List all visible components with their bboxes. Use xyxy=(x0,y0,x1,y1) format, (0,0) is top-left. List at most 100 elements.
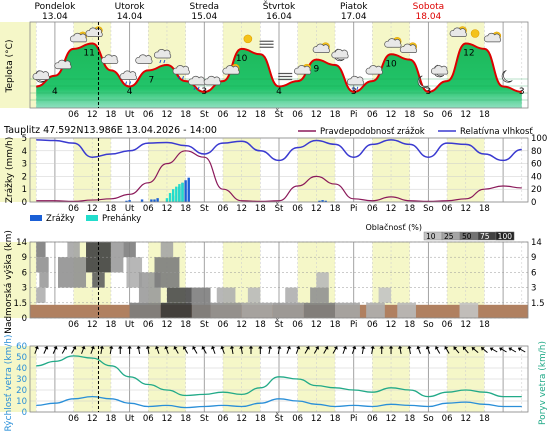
wind-x-tick: Ut xyxy=(125,414,135,424)
temp-x-tick: 18 xyxy=(255,110,266,120)
showers-legend-swatch xyxy=(86,215,98,221)
cloud-cell xyxy=(36,257,49,273)
precip-legend-bottom: Zrážky Prehánky xyxy=(30,214,141,224)
min-temp-label: 3 xyxy=(201,87,207,97)
precip-legend-swatch xyxy=(30,215,42,221)
cloud-cell xyxy=(36,287,46,303)
max-temp-label: 7 xyxy=(149,75,155,85)
showers-legend-label: Prehánky xyxy=(102,214,141,224)
precip-x-tick: 18 xyxy=(180,204,191,214)
wind-gust-axis-title: Poryv vetra (km/h) xyxy=(538,341,548,425)
precip-x-tick: St xyxy=(200,204,209,214)
day-name: Pondelok xyxy=(35,2,77,12)
wind-x-tick: 06 xyxy=(292,414,303,424)
precip-y-tick: 2 xyxy=(22,172,27,182)
cloud-cell xyxy=(67,242,80,258)
precip-bar xyxy=(150,199,153,202)
day-date: 17.04 xyxy=(341,12,367,22)
cloud-scale-label: 50 xyxy=(462,232,472,241)
wind-direction-arrow xyxy=(416,345,421,354)
wind-x-tick: 12 xyxy=(460,414,471,424)
cloud-shape xyxy=(32,70,50,80)
cloud-shape xyxy=(135,54,153,64)
arrow-head xyxy=(53,345,58,350)
precip-x-tick: 06 xyxy=(218,204,229,214)
arrow-head xyxy=(267,345,273,349)
wind-direction-arrow xyxy=(508,347,517,353)
cloud-shape xyxy=(172,65,190,75)
arrow-head xyxy=(145,345,151,349)
sun-cloud-icon xyxy=(399,42,418,53)
wind-frame xyxy=(29,345,529,413)
cloud-shape xyxy=(188,75,206,86)
arrow-head xyxy=(201,346,206,350)
humidity-y-tick: 60 xyxy=(531,160,542,170)
precip-x-tick: 12 xyxy=(162,204,173,214)
wind-speed-y-tick: 40 xyxy=(16,364,27,374)
arrow-head xyxy=(379,345,384,349)
temperature-line xyxy=(36,42,522,93)
cloud-cell xyxy=(110,242,124,273)
min-temp-label: 3 xyxy=(426,87,432,97)
temp-x-tick: 18 xyxy=(330,110,341,120)
cloud-shape xyxy=(430,65,449,75)
moon-shape xyxy=(417,75,429,88)
cloud-legend-title: Oblačnosť (%) xyxy=(365,222,422,232)
wind-direction-arrow xyxy=(52,345,58,354)
precip-x-tick: 18 xyxy=(255,204,266,214)
arrow-head xyxy=(211,345,216,350)
wind-direction-arrow xyxy=(211,345,216,354)
wind-direction-arrow xyxy=(155,345,160,354)
cloud-x-tick: 12 xyxy=(236,320,247,330)
cloud-icon xyxy=(203,75,221,86)
cloud-cell xyxy=(459,302,479,318)
altitude-left-tick: 3 xyxy=(22,284,27,294)
arrow-head xyxy=(342,345,347,350)
wind-direction-arrow xyxy=(499,347,507,353)
arrow-head xyxy=(155,345,160,350)
max-temp-label: 12 xyxy=(463,49,474,59)
temp-x-tick: Št xyxy=(275,108,284,120)
day-date: 13.04 xyxy=(42,12,68,22)
cloud-x-tick: Pi xyxy=(350,320,357,330)
cloud-icon xyxy=(54,59,72,70)
cloud-shape xyxy=(331,49,349,59)
wind-direction-arrow xyxy=(109,345,114,355)
wind-direction-arrow xyxy=(81,345,86,354)
altitude-left-tick: 0 xyxy=(22,314,27,324)
cloud-scale-label: 75 xyxy=(480,232,490,241)
arrow-head xyxy=(90,345,95,350)
precip-bar xyxy=(153,199,156,202)
shower-bar xyxy=(171,189,175,202)
cloud-cell xyxy=(310,287,329,303)
temp-x-tick: 18 xyxy=(106,110,117,120)
sun-cloud-icon xyxy=(222,63,240,75)
rain-drop xyxy=(193,86,196,91)
wind-direction-arrow xyxy=(304,346,310,354)
probability-line xyxy=(36,150,522,202)
cloud-x-tick: 18 xyxy=(106,320,117,330)
rain-drop xyxy=(352,86,355,91)
wind-x-tick: 18 xyxy=(404,414,415,424)
shower-bar xyxy=(175,186,178,202)
altitude-left-tick: 14 xyxy=(16,238,27,248)
sun-cloud-icon xyxy=(449,26,467,37)
wind-direction-arrow xyxy=(480,347,488,353)
arrow-head xyxy=(407,345,412,349)
rain-drop xyxy=(125,81,128,85)
sun-cloud-icon xyxy=(384,36,402,48)
cloud-x-tick: 06 xyxy=(143,320,154,330)
arrow-head xyxy=(239,345,244,349)
arrow-head xyxy=(34,345,39,350)
cloud-scale-swatch-max xyxy=(495,231,515,241)
moon-icon xyxy=(417,75,429,88)
sun-icon xyxy=(243,34,253,44)
wind-direction-arrow xyxy=(388,345,394,354)
temp-x-tick: 06 xyxy=(367,110,378,120)
arrow-head xyxy=(333,346,338,350)
arrow-head xyxy=(164,345,169,350)
arrow-head xyxy=(229,345,235,349)
wind-speed-axis-title: Rýchlosť vetra (km/h) xyxy=(4,334,14,431)
rain-drop xyxy=(197,86,200,91)
